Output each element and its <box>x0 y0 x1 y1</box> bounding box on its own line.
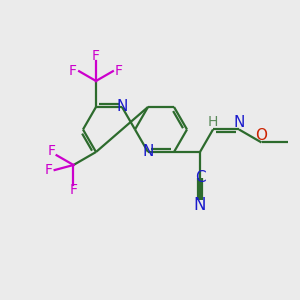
Text: N: N <box>233 115 245 130</box>
Text: F: F <box>70 182 77 197</box>
Text: F: F <box>92 50 100 64</box>
Text: H: H <box>208 116 218 130</box>
Text: C: C <box>195 170 205 185</box>
Text: F: F <box>115 64 123 78</box>
Text: F: F <box>69 64 77 78</box>
Text: F: F <box>45 163 52 177</box>
Text: O: O <box>256 128 268 143</box>
Text: N: N <box>116 100 128 115</box>
Text: N: N <box>142 145 154 160</box>
Text: N: N <box>194 196 206 214</box>
Text: F: F <box>48 144 56 158</box>
